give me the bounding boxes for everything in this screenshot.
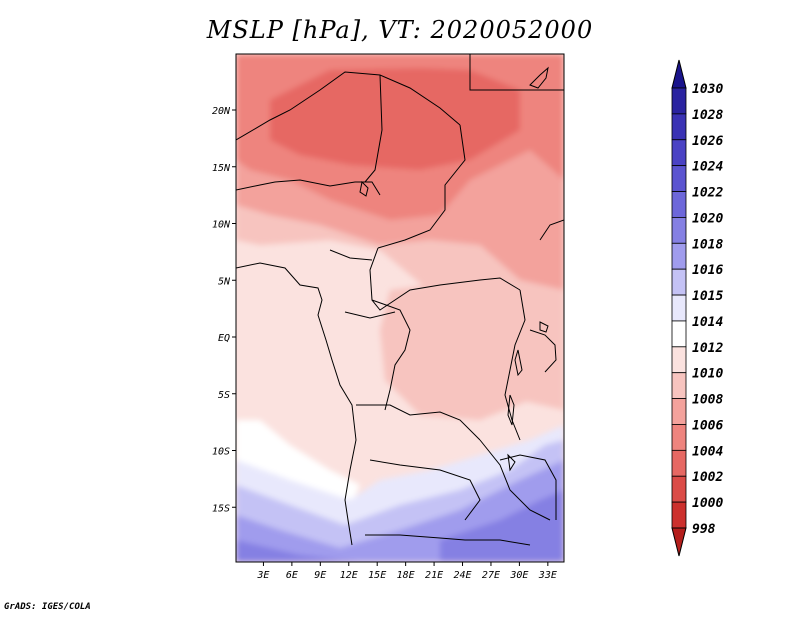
colorbar-label: 1016 xyxy=(692,263,723,278)
colorbar-swatch xyxy=(671,449,687,477)
colorbar-swatch xyxy=(671,191,687,218)
colorbar-swatch xyxy=(671,165,687,192)
colorbar-label: 1008 xyxy=(692,393,723,408)
colorbar-label: 1014 xyxy=(692,315,723,330)
lon-label: 33E xyxy=(538,570,557,581)
map-frame xyxy=(235,53,565,563)
lat-label: 5N xyxy=(218,276,231,287)
colorbar: 1030 1028 1026 1024 1022 1020 1018 1016 1015 1014… xyxy=(671,59,723,557)
colorbar-label: 1030 xyxy=(692,82,723,97)
colorbar-swatch xyxy=(671,242,687,270)
colorbar-label: 1004 xyxy=(692,444,723,459)
colorbar-swatch xyxy=(671,398,687,425)
latitude-axis: 20N 15N 10N 5N EQ 5S 10S 15S xyxy=(212,106,236,514)
lat-label: 20N xyxy=(212,106,231,117)
colorbar-swatch xyxy=(671,268,687,296)
lat-label: 10N xyxy=(212,220,231,231)
colorbar-label: 1028 xyxy=(692,108,723,123)
colorbar-label: 1006 xyxy=(692,418,723,433)
colorbar-swatch xyxy=(671,139,687,167)
lat-label: EQ xyxy=(218,333,230,344)
colorbar-label: 1015 xyxy=(692,289,723,304)
colorbar-label: 1024 xyxy=(692,160,723,175)
lon-label: 24E xyxy=(453,570,471,581)
colorbar-swatch xyxy=(671,372,687,399)
pressure-field xyxy=(236,54,564,562)
lon-label: 21E xyxy=(425,570,443,581)
colorbar-swatch xyxy=(671,217,687,244)
lon-label: 30E xyxy=(509,570,528,581)
longitude-axis: 3E 6E 9E 12E 15E 18E 21E 24E 27E 30E 33E xyxy=(256,562,557,581)
colorbar-label: 1010 xyxy=(692,367,723,382)
colorbar-swatch xyxy=(671,346,687,374)
colorbar-label: 1018 xyxy=(692,237,723,252)
colorbar-swatch xyxy=(671,320,687,348)
colorbar-swatch xyxy=(671,87,687,115)
colorbar-swatch xyxy=(671,424,687,451)
colorbar-label: 1012 xyxy=(692,341,723,356)
colorbar-label: 1020 xyxy=(692,211,723,226)
map-title: MSLP [hPa], VT: 2020052000 xyxy=(206,16,594,44)
lon-label: 18E xyxy=(397,570,415,581)
lon-label: 6E xyxy=(286,570,298,581)
colorbar-label: 998 xyxy=(692,522,716,537)
lakes xyxy=(359,180,549,472)
colorbar-bottom-triangle xyxy=(671,527,687,557)
country-borders xyxy=(236,54,564,546)
lat-label: 10S xyxy=(212,447,230,458)
colorbar-top-triangle xyxy=(671,59,687,89)
colorbar-label: 1000 xyxy=(692,496,723,511)
lon-label: 9E xyxy=(314,570,326,581)
colorbar-swatch xyxy=(671,501,687,529)
colorbar-label: 1026 xyxy=(692,134,723,149)
colorbar-swatch xyxy=(671,475,687,503)
lat-label: 5S xyxy=(218,390,230,401)
colorbar-label: 1022 xyxy=(692,186,723,201)
lat-label: 15S xyxy=(212,503,230,514)
lat-label: 15N xyxy=(212,163,231,174)
colorbar-swatch xyxy=(671,294,687,322)
lon-label: 27E xyxy=(482,570,500,581)
colorbar-swatch xyxy=(671,113,687,141)
colorbar-label: 1002 xyxy=(692,470,723,485)
lon-label: 3E xyxy=(256,570,269,581)
lon-label: 12E xyxy=(340,570,358,581)
grads-credit: GrADS: IGES/COLA xyxy=(4,602,91,612)
lon-label: 15E xyxy=(368,570,386,581)
